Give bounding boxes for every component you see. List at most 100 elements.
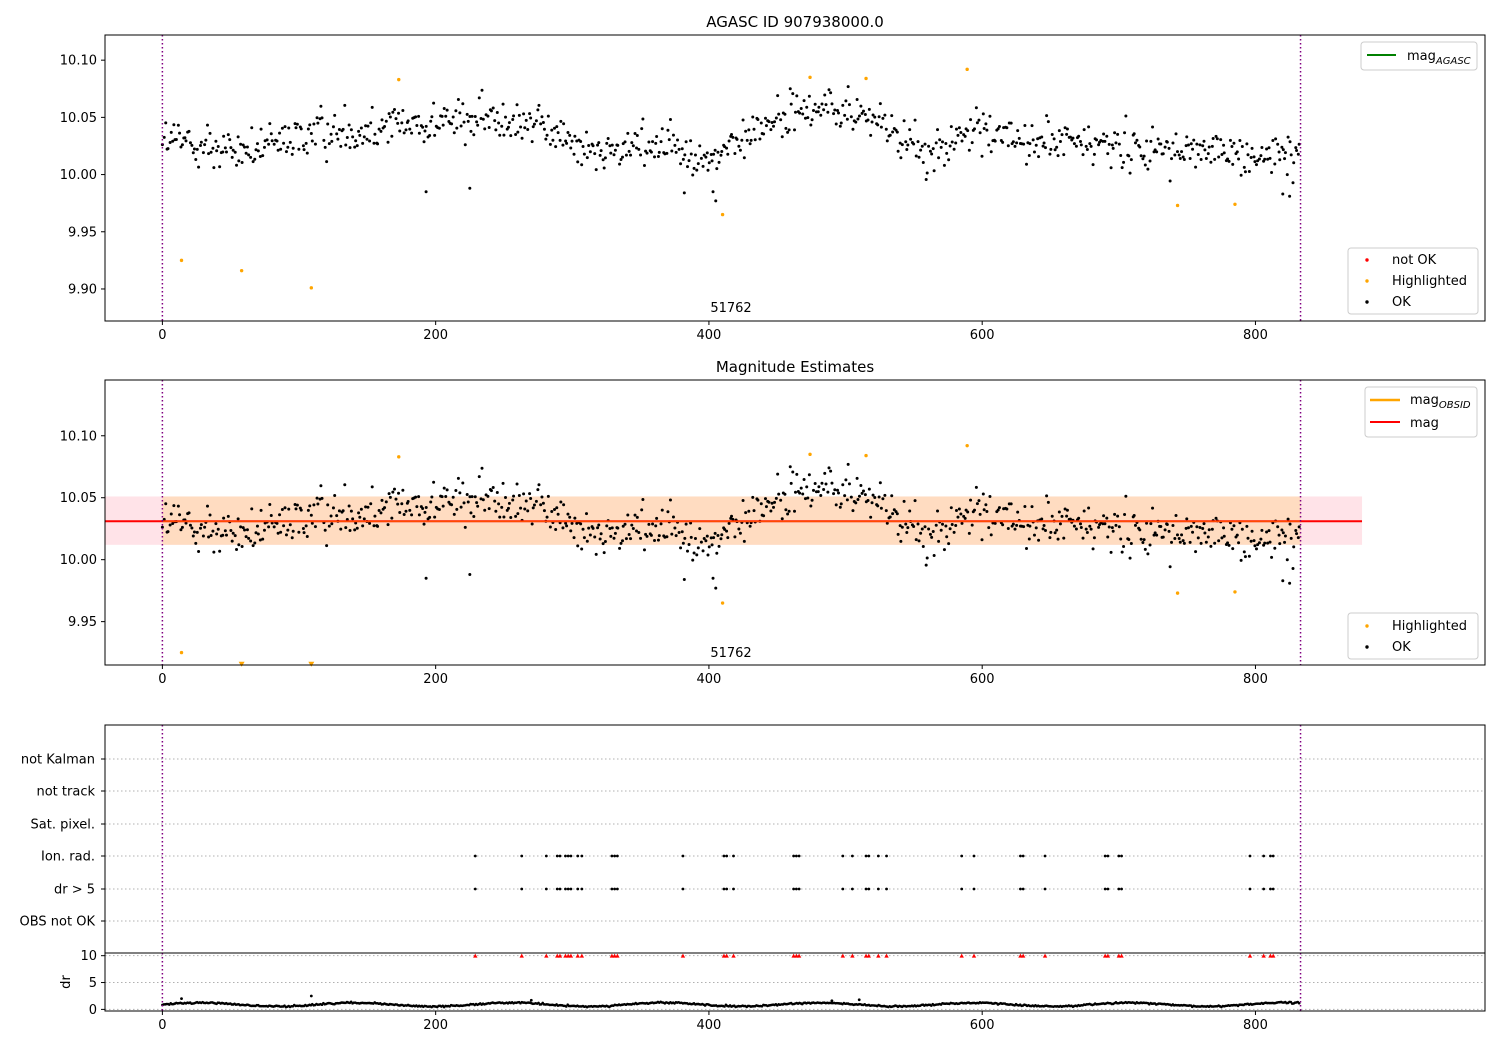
ok-point bbox=[917, 155, 921, 159]
ok-point bbox=[944, 141, 948, 145]
ok-point bbox=[930, 535, 934, 539]
ok-point bbox=[730, 133, 734, 137]
ok-point bbox=[727, 139, 731, 143]
ok-point bbox=[945, 535, 949, 539]
ok-point bbox=[581, 527, 585, 531]
ok-point bbox=[1278, 542, 1282, 546]
ok-point bbox=[369, 502, 373, 506]
ok-point bbox=[1063, 507, 1067, 511]
ok-point bbox=[1288, 140, 1292, 144]
ok-point bbox=[579, 139, 583, 143]
ok-point bbox=[770, 120, 774, 124]
ok-point bbox=[826, 490, 830, 494]
ok-point bbox=[1088, 524, 1092, 528]
ok-point bbox=[788, 87, 792, 91]
ok-point bbox=[1017, 136, 1021, 140]
ok-point bbox=[380, 118, 384, 122]
ok-point bbox=[250, 507, 254, 511]
ok-point bbox=[720, 533, 724, 537]
ok-point bbox=[627, 149, 631, 153]
ok-point bbox=[267, 525, 271, 529]
ok-point bbox=[924, 178, 928, 182]
ok-point bbox=[591, 526, 595, 530]
ok-point bbox=[977, 499, 981, 503]
ok-point bbox=[895, 512, 899, 516]
ok-point bbox=[481, 117, 485, 121]
ok-point bbox=[1239, 173, 1243, 177]
ok-point bbox=[1289, 536, 1293, 540]
ok-point bbox=[390, 134, 394, 138]
ok-point bbox=[830, 102, 834, 106]
dr-clipped-marker bbox=[959, 953, 964, 958]
ion-rad-point bbox=[725, 854, 729, 858]
ok-point bbox=[1132, 132, 1136, 136]
ok-point bbox=[1285, 173, 1289, 177]
agasc-legend-bottom: not OK Highlighted OK bbox=[1347, 247, 1479, 315]
ok-point bbox=[698, 144, 702, 148]
ok-point bbox=[280, 507, 284, 511]
ok-point bbox=[201, 534, 205, 538]
ok-point bbox=[967, 148, 971, 152]
ok-point bbox=[1092, 152, 1096, 156]
ok-point bbox=[938, 138, 942, 142]
ok-point bbox=[564, 139, 568, 143]
ok-point bbox=[1295, 532, 1299, 536]
ok-point bbox=[205, 504, 209, 508]
ok-point bbox=[445, 488, 449, 492]
ok-point bbox=[1005, 126, 1009, 130]
ok-point bbox=[598, 537, 602, 541]
ok-point bbox=[398, 129, 402, 133]
ok-point bbox=[585, 156, 589, 160]
ok-point bbox=[568, 133, 572, 137]
ok-point bbox=[1062, 536, 1066, 540]
ok-point bbox=[349, 128, 353, 132]
ok-point bbox=[1184, 144, 1188, 148]
ok-point bbox=[290, 536, 294, 540]
ok-point bbox=[1102, 514, 1106, 518]
ok-point bbox=[751, 495, 755, 499]
ok-point bbox=[706, 168, 710, 172]
ok-point bbox=[520, 136, 524, 140]
ok-point bbox=[396, 502, 400, 506]
ok-point bbox=[558, 138, 562, 142]
ok-point bbox=[1198, 143, 1202, 147]
ok-point bbox=[295, 122, 299, 126]
ok-point bbox=[982, 508, 986, 512]
ok-point bbox=[1022, 525, 1026, 529]
ok-point bbox=[1297, 525, 1301, 529]
ok-point bbox=[693, 153, 697, 157]
ok-point bbox=[1292, 545, 1296, 549]
ok-point bbox=[1077, 134, 1081, 138]
ok-point bbox=[631, 144, 635, 148]
ok-point bbox=[293, 502, 297, 506]
ok-point bbox=[591, 144, 595, 148]
ok-point bbox=[368, 521, 372, 525]
ok-point bbox=[507, 121, 511, 125]
ok-point bbox=[709, 152, 713, 156]
ok-point bbox=[1268, 540, 1272, 544]
ok-point bbox=[536, 488, 540, 492]
ion-rad-point bbox=[794, 854, 798, 858]
ok-point bbox=[509, 134, 513, 138]
ok-point bbox=[710, 159, 714, 163]
ok-point bbox=[301, 144, 305, 148]
ok-point bbox=[1202, 139, 1206, 143]
ok-point bbox=[430, 115, 434, 119]
ok-point bbox=[1120, 550, 1124, 554]
ok-point bbox=[988, 114, 992, 118]
ok-point bbox=[666, 510, 670, 514]
ok-point bbox=[222, 516, 226, 520]
ok-point bbox=[927, 144, 931, 148]
ok-point bbox=[949, 506, 953, 510]
ok-point bbox=[616, 143, 620, 147]
ok-point bbox=[1232, 141, 1236, 145]
ok-point bbox=[1259, 537, 1263, 541]
ok-point bbox=[1129, 542, 1133, 546]
ok-point bbox=[947, 542, 951, 546]
ok-point bbox=[801, 492, 805, 496]
dr-clipped-marker bbox=[850, 953, 855, 958]
ok-point bbox=[1084, 527, 1088, 531]
ok-point bbox=[534, 119, 538, 123]
ok-point bbox=[545, 133, 549, 137]
ok-point bbox=[767, 500, 771, 504]
